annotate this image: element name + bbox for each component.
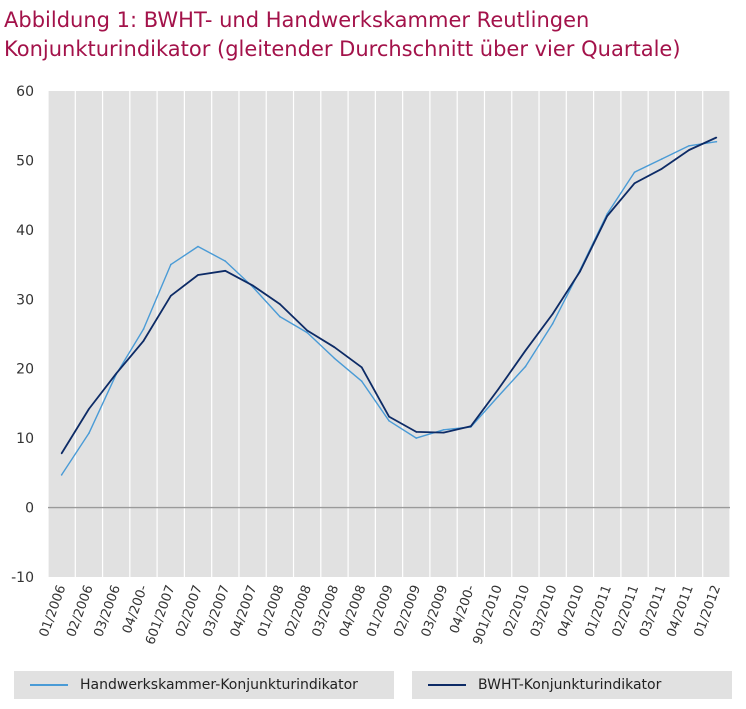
data-point-bwht (470, 425, 472, 428)
data-point-bwht (251, 284, 254, 287)
y-tick-label: 50 (16, 153, 34, 169)
data-point-bwht (497, 388, 499, 391)
data-point-bwht (279, 303, 281, 305)
y-tick-label: 0 (25, 501, 34, 517)
data-point-handwerkskammer (142, 328, 145, 330)
legend-item-handwerkskammer: Handwerkskammer-Konjunkturindikator (14, 671, 394, 699)
y-tick-label: 20 (16, 362, 34, 378)
x-tick-label: 04/200- (447, 583, 478, 636)
data-point-handwerkskammer (688, 145, 690, 147)
chart-title: Abbildung 1: BWHT- und Handwerkskammer R… (4, 6, 740, 64)
y-tick-label: -10 (11, 570, 34, 586)
data-point-bwht (715, 136, 718, 139)
data-point-bwht (661, 168, 663, 170)
y-tick-label: 60 (16, 84, 34, 100)
legend-swatch-handwerkskammer (30, 684, 68, 686)
data-point-handwerkskammer (279, 315, 281, 318)
legend-swatch-bwht (428, 684, 466, 686)
data-point-bwht (306, 329, 309, 332)
data-point-handwerkskammer (524, 365, 527, 368)
data-point-handwerkskammer (170, 263, 172, 266)
data-point-bwht (688, 149, 690, 151)
data-point-bwht (579, 270, 581, 273)
x-tick-label: 01/2012 (692, 583, 725, 639)
plot-background (48, 91, 730, 577)
data-point-bwht (142, 340, 145, 342)
legend-label-bwht: BWHT-Konjunkturindikator (478, 677, 662, 693)
x-tick-label: 04/200- (120, 583, 151, 636)
data-point-handwerkskammer (360, 380, 363, 383)
data-point-handwerkskammer (60, 474, 63, 476)
series-lines (60, 136, 718, 476)
data-point-handwerkskammer (715, 140, 718, 143)
data-point-bwht (524, 349, 527, 352)
data-point-handwerkskammer (442, 429, 445, 431)
data-point-bwht (88, 408, 90, 410)
data-point-handwerkskammer (333, 357, 336, 360)
data-point-bwht (606, 215, 608, 217)
data-point-handwerkskammer (306, 331, 309, 334)
y-tick-label: 40 (16, 223, 34, 239)
chart-svg: -10 0 10 20 30 40 50 60 01/200602/200603/200604… (11, 84, 731, 647)
data-point-handwerkskammer (661, 158, 663, 160)
legend-label-handwerkskammer: Handwerkskammer-Konjunkturindikator (80, 677, 358, 693)
data-point-bwht (551, 313, 554, 315)
data-point-handwerkskammer (197, 245, 199, 248)
data-point-bwht (633, 182, 636, 185)
data-point-bwht (115, 372, 117, 375)
data-point-handwerkskammer (388, 420, 390, 422)
plot-area (47, 91, 731, 577)
data-point-bwht (333, 346, 336, 349)
data-point-bwht (170, 295, 172, 297)
data-point-handwerkskammer (551, 322, 554, 325)
x-axis-tick-labels: 01/200602/200603/200604/200-601/200702/2… (37, 583, 724, 647)
data-point-bwht (415, 431, 418, 433)
y-tick-label: 30 (16, 292, 34, 308)
data-point-bwht (442, 431, 445, 434)
legend-item-bwht: BWHT-Konjunkturindikator (412, 671, 732, 699)
data-point-handwerkskammer (633, 171, 636, 173)
data-point-bwht (388, 415, 390, 418)
data-point-handwerkskammer (88, 432, 90, 435)
y-axis-tick-labels: -10 0 10 20 30 40 50 60 (11, 84, 34, 586)
data-point-bwht (60, 452, 63, 455)
y-tick-label: 10 (16, 431, 34, 447)
data-point-bwht (360, 366, 363, 369)
data-point-bwht (197, 274, 199, 276)
data-point-handwerkskammer (224, 260, 227, 262)
data-point-bwht (224, 270, 227, 272)
data-point-handwerkskammer (497, 395, 499, 398)
data-point-handwerkskammer (415, 437, 418, 439)
chart-title-line-1: Abbildung 1: BWHT- und Handwerkskammer R… (4, 8, 590, 32)
chart-title-line-2: Konjunkturindikator (gleitender Durchsch… (4, 37, 681, 61)
